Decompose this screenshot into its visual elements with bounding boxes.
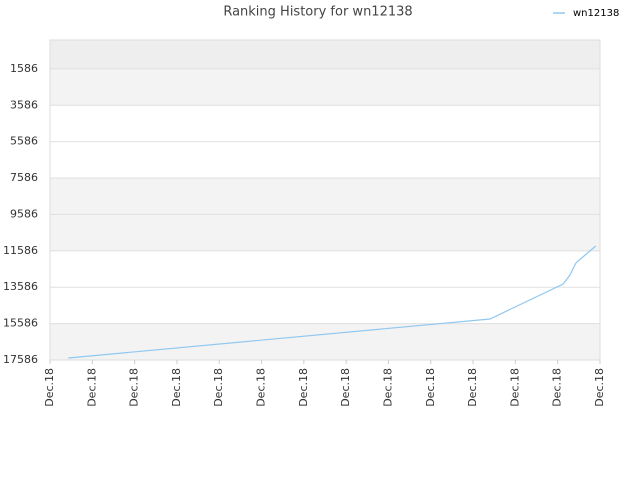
y-tick-label: 3586: [10, 98, 38, 111]
x-tick-label: Dec.18: [551, 368, 564, 407]
y-tick-label: 1586: [10, 62, 38, 75]
x-tick-label: Dec.18: [128, 368, 141, 407]
x-tick-label: Dec.18: [297, 368, 310, 407]
x-tick-label: Dec.18: [255, 368, 268, 407]
y-tick-label: 7586: [10, 171, 38, 184]
x-tick-label: Dec.18: [508, 368, 521, 407]
y-tick-label: 11586: [3, 244, 38, 257]
x-tick-label: Dec.18: [593, 368, 606, 407]
y-tick-label: 5586: [10, 135, 38, 148]
band: [50, 68, 600, 106]
x-tick-label: Dec.18: [43, 368, 56, 407]
x-tick-label: Dec.18: [170, 368, 183, 407]
x-tick-label: Dec.18: [381, 368, 394, 407]
y-tick-label: 9586: [10, 207, 38, 220]
x-tick-label: Dec.18: [85, 368, 98, 407]
band: [50, 323, 600, 360]
x-tick-label: Dec.18: [339, 368, 352, 407]
band: [50, 214, 600, 251]
line: [68, 245, 597, 359]
y-tick-label: 17586: [3, 353, 38, 366]
chart-title: Ranking History for wn12138: [223, 5, 412, 20]
x-tick-label: Dec.18: [424, 368, 437, 407]
plot-border: [49, 39, 601, 361]
y-tick-label: 15586: [3, 317, 38, 330]
y-tick-label: 13586: [3, 280, 38, 293]
x-tick-label: Dec.18: [212, 368, 225, 407]
band: [50, 178, 600, 215]
x-tick-label: Dec.18: [466, 368, 479, 407]
legend-label: wn12138: [573, 8, 619, 19]
band: [50, 40, 600, 69]
